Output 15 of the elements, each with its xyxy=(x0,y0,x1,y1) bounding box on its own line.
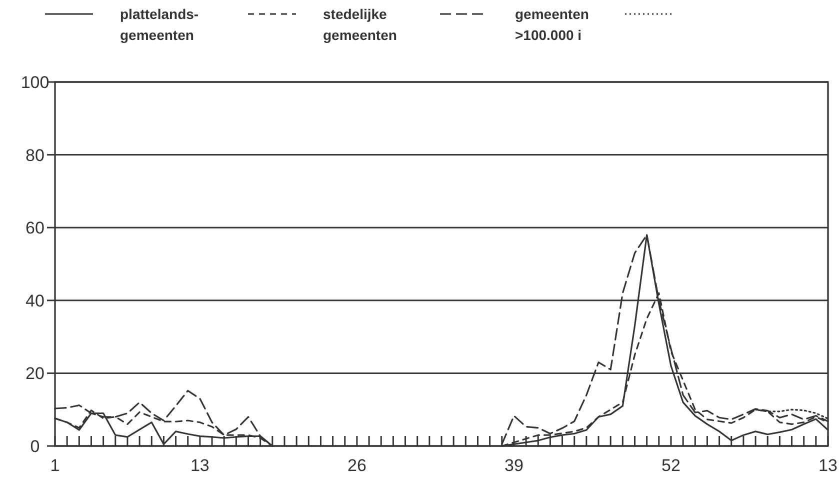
legend-label: stedelijke gemeenten xyxy=(323,6,397,43)
x-tick-label: 13 xyxy=(818,456,838,475)
x-tick-label: 39 xyxy=(504,456,524,475)
y-tick-label: 20 xyxy=(26,364,44,384)
x-tick-label: 52 xyxy=(662,456,680,475)
x-tick-label: 26 xyxy=(347,456,366,475)
y-tick-label: 40 xyxy=(26,291,44,310)
legend-label: plattelands- gemeenten xyxy=(120,6,199,43)
x-tick-label: 13 xyxy=(190,456,210,475)
x-tick-label: 1 xyxy=(50,456,60,475)
y-tick-label: 100 xyxy=(20,73,50,92)
legend-label: gemeenten >100.000 i xyxy=(515,6,589,43)
y-tick-label: 80 xyxy=(26,146,44,165)
y-tick-label: 60 xyxy=(26,218,44,238)
y-tick-label: 0 xyxy=(30,437,40,456)
